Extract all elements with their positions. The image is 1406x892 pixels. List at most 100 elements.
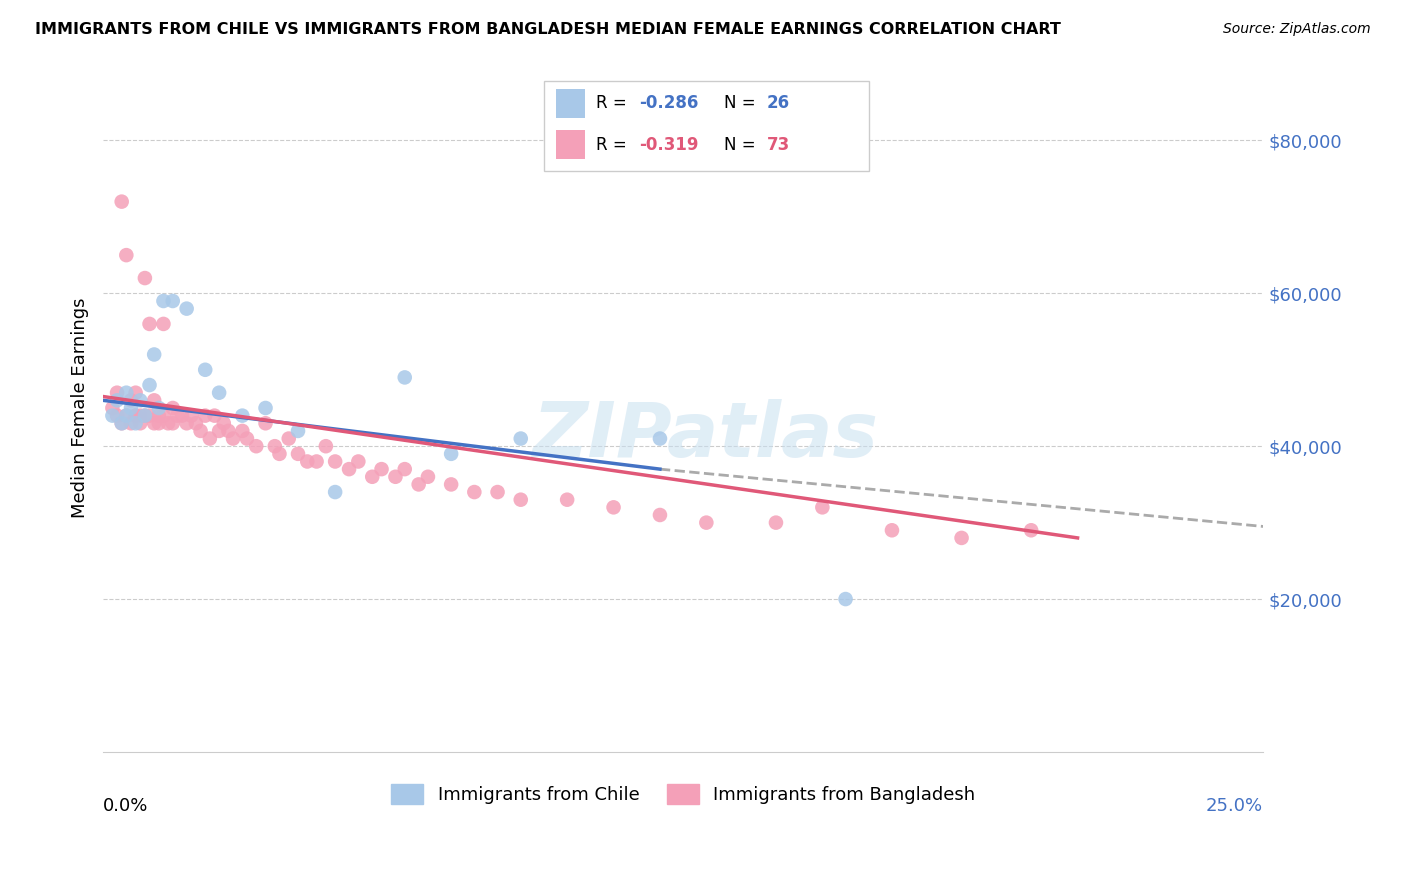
- Point: [486, 485, 509, 500]
- Point: [254, 417, 277, 431]
- Point: [765, 516, 787, 530]
- Point: [184, 417, 207, 431]
- Point: [138, 409, 160, 423]
- Point: [129, 417, 152, 431]
- Point: [384, 469, 406, 483]
- Point: [277, 432, 299, 446]
- Point: [105, 385, 128, 400]
- Point: [648, 432, 671, 446]
- Point: [134, 409, 156, 423]
- Point: [347, 454, 370, 468]
- Text: -0.319: -0.319: [640, 136, 699, 153]
- Point: [111, 417, 134, 431]
- Point: [440, 447, 463, 461]
- Point: [148, 409, 170, 423]
- Point: [190, 424, 212, 438]
- Point: [198, 432, 221, 446]
- Text: IMMIGRANTS FROM CHILE VS IMMIGRANTS FROM BANGLADESH MEDIAN FEMALE EARNINGS CORRE: IMMIGRANTS FROM CHILE VS IMMIGRANTS FROM…: [35, 22, 1062, 37]
- Point: [120, 417, 142, 431]
- Bar: [555, 130, 585, 159]
- Point: [101, 401, 124, 415]
- Text: 26: 26: [766, 95, 790, 112]
- Text: R =: R =: [596, 95, 633, 112]
- Point: [394, 370, 416, 384]
- Point: [162, 401, 184, 415]
- Point: [269, 447, 291, 461]
- Point: [120, 393, 142, 408]
- Point: [129, 409, 152, 423]
- Point: [124, 409, 146, 423]
- Point: [143, 417, 166, 431]
- Point: [208, 424, 231, 438]
- Point: [170, 409, 193, 423]
- Point: [305, 454, 328, 468]
- Point: [152, 293, 174, 308]
- Bar: [555, 89, 585, 118]
- Point: [120, 401, 142, 415]
- Point: [101, 409, 124, 423]
- Point: [880, 523, 903, 537]
- Point: [263, 439, 285, 453]
- Point: [115, 409, 138, 423]
- Point: [166, 409, 188, 423]
- Point: [148, 417, 170, 431]
- Point: [695, 516, 717, 530]
- Point: [950, 531, 973, 545]
- Point: [440, 477, 463, 491]
- Text: ZIPatlas: ZIPatlas: [533, 399, 879, 473]
- Point: [208, 385, 231, 400]
- Point: [231, 424, 253, 438]
- Point: [157, 417, 180, 431]
- Point: [217, 424, 239, 438]
- Point: [138, 378, 160, 392]
- Point: [394, 462, 416, 476]
- Point: [124, 385, 146, 400]
- Point: [115, 385, 138, 400]
- Point: [134, 409, 156, 423]
- Point: [129, 393, 152, 408]
- Text: 25.0%: 25.0%: [1206, 797, 1263, 814]
- Text: 0.0%: 0.0%: [103, 797, 149, 814]
- Point: [176, 301, 198, 316]
- Point: [152, 317, 174, 331]
- Point: [176, 417, 198, 431]
- Point: [408, 477, 430, 491]
- FancyBboxPatch shape: [544, 81, 869, 170]
- Point: [370, 462, 392, 476]
- Point: [509, 492, 531, 507]
- Point: [111, 417, 134, 431]
- Point: [337, 462, 360, 476]
- Point: [648, 508, 671, 522]
- Text: R =: R =: [596, 136, 633, 153]
- Point: [105, 409, 128, 423]
- Point: [115, 409, 138, 423]
- Text: 73: 73: [766, 136, 790, 153]
- Point: [143, 393, 166, 408]
- Point: [416, 469, 439, 483]
- Point: [148, 401, 170, 415]
- Point: [361, 469, 384, 483]
- Point: [509, 432, 531, 446]
- Point: [602, 500, 624, 515]
- Point: [180, 409, 202, 423]
- Legend: Immigrants from Chile, Immigrants from Bangladesh: Immigrants from Chile, Immigrants from B…: [384, 776, 983, 812]
- Point: [194, 363, 217, 377]
- Point: [236, 432, 259, 446]
- Text: -0.286: -0.286: [640, 95, 699, 112]
- Point: [287, 447, 309, 461]
- Text: N =: N =: [724, 136, 761, 153]
- Point: [231, 409, 253, 423]
- Point: [138, 317, 160, 331]
- Point: [1019, 523, 1042, 537]
- Y-axis label: Median Female Earnings: Median Female Earnings: [72, 298, 89, 518]
- Text: N =: N =: [724, 95, 761, 112]
- Point: [555, 492, 578, 507]
- Point: [152, 409, 174, 423]
- Point: [124, 409, 146, 423]
- Point: [254, 401, 277, 415]
- Point: [323, 485, 346, 500]
- Point: [287, 424, 309, 438]
- Point: [124, 417, 146, 431]
- Point: [204, 409, 226, 423]
- Text: Source: ZipAtlas.com: Source: ZipAtlas.com: [1223, 22, 1371, 37]
